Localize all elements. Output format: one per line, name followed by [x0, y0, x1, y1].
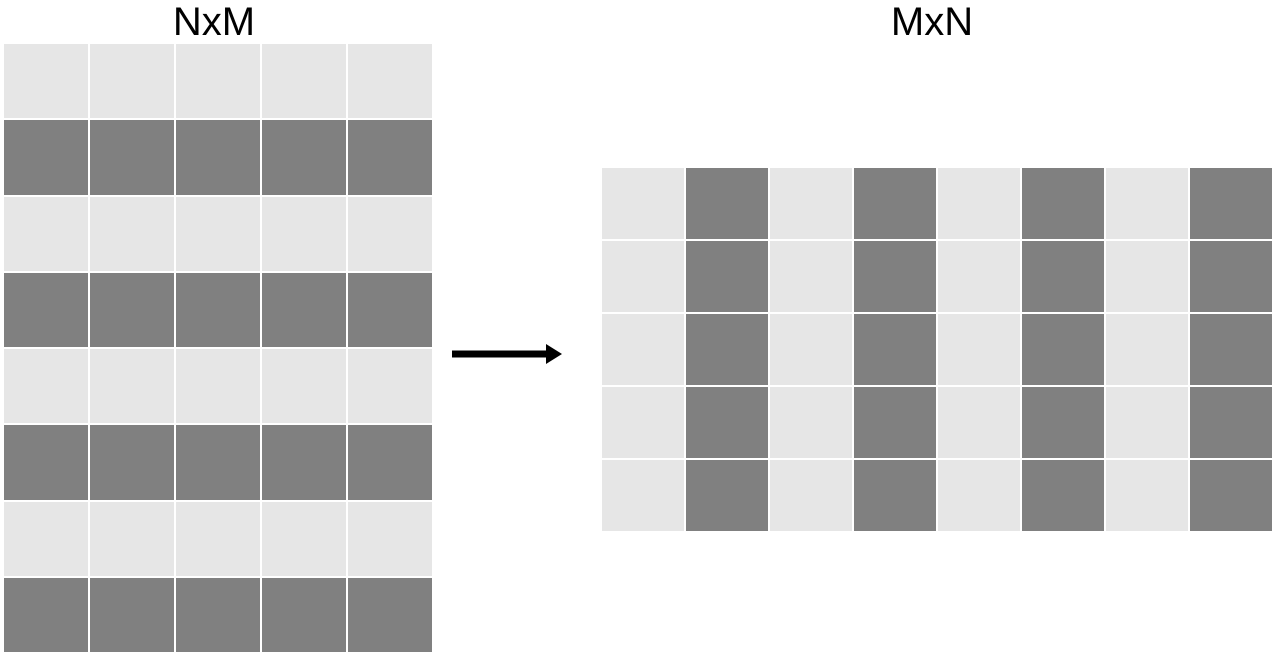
left-matrix-cell-r6-c2 [90, 425, 174, 500]
right-matrix-cell-r4-c2 [686, 387, 768, 458]
left-matrix-cell-r6-c5 [348, 425, 432, 500]
left-matrix-cell-r8-c3 [176, 577, 260, 652]
left-matrix-cell-r6-c1 [4, 425, 88, 500]
left-matrix-grid [4, 44, 432, 652]
left-matrix-cell-r2-c3 [176, 120, 260, 195]
right-matrix-cell-r5-c8 [1190, 460, 1272, 531]
left-matrix-cell-r3-c5 [348, 196, 432, 271]
right-matrix-cell-r5-c5 [938, 460, 1020, 531]
left-matrix-cell-r3-c2 [90, 196, 174, 271]
right-matrix-cell-r2-c6 [1022, 241, 1104, 312]
left-matrix-cell-r2-c4 [262, 120, 346, 195]
left-matrix-cell-r5-c3 [176, 349, 260, 424]
left-matrix-cell-r1-c5 [348, 44, 432, 119]
right-matrix-cell-r2-c5 [938, 241, 1020, 312]
right-matrix-cell-r2-c1 [602, 241, 684, 312]
left-matrix-cell-r1-c1 [4, 44, 88, 119]
left-matrix-cell-r1-c3 [176, 44, 260, 119]
right-matrix-cell-r1-c6 [1022, 168, 1104, 239]
right-matrix-cell-r2-c2 [686, 241, 768, 312]
left-matrix-cell-r6-c3 [176, 425, 260, 500]
right-matrix-cell-r3-c5 [938, 314, 1020, 385]
left-matrix-title: NxM [172, 0, 256, 44]
right-matrix-cell-r4-c1 [602, 387, 684, 458]
left-matrix-cell-r3-c3 [176, 196, 260, 271]
right-matrix-cell-r4-c3 [770, 387, 852, 458]
right-matrix-cell-r2-c8 [1190, 241, 1272, 312]
left-matrix-cell-r7-c3 [176, 501, 260, 576]
right-matrix-cell-r2-c3 [770, 241, 852, 312]
left-matrix-cell-r5-c5 [348, 349, 432, 424]
left-matrix-cell-r4-c2 [90, 272, 174, 347]
right-matrix-cell-r1-c3 [770, 168, 852, 239]
right-matrix-cell-r1-c8 [1190, 168, 1272, 239]
left-matrix-cell-r1-c4 [262, 44, 346, 119]
left-matrix-cell-r4-c4 [262, 272, 346, 347]
right-matrix-cell-r1-c2 [686, 168, 768, 239]
left-matrix-cell-r5-c1 [4, 349, 88, 424]
right-matrix-cell-r3-c7 [1106, 314, 1188, 385]
left-matrix-cell-r7-c4 [262, 501, 346, 576]
right-matrix-cell-r4-c8 [1190, 387, 1272, 458]
right-matrix-title: MxN [890, 0, 974, 44]
right-matrix-grid [602, 168, 1272, 531]
left-matrix-cell-r4-c5 [348, 272, 432, 347]
right-matrix-cell-r3-c2 [686, 314, 768, 385]
right-arrow-icon [452, 344, 562, 364]
right-matrix-cell-r3-c4 [854, 314, 936, 385]
left-matrix-cell-r8-c1 [4, 577, 88, 652]
right-matrix-cell-r5-c2 [686, 460, 768, 531]
right-matrix-cell-r1-c5 [938, 168, 1020, 239]
left-matrix-cell-r7-c5 [348, 501, 432, 576]
left-matrix-cell-r6-c4 [262, 425, 346, 500]
left-matrix-cell-r7-c1 [4, 501, 88, 576]
left-matrix-cell-r4-c3 [176, 272, 260, 347]
left-matrix-cell-r8-c2 [90, 577, 174, 652]
right-matrix-cell-r3-c8 [1190, 314, 1272, 385]
left-matrix-cell-r3-c4 [262, 196, 346, 271]
right-matrix-cell-r1-c7 [1106, 168, 1188, 239]
right-matrix-cell-r4-c5 [938, 387, 1020, 458]
right-matrix-cell-r2-c7 [1106, 241, 1188, 312]
left-matrix-cell-r5-c4 [262, 349, 346, 424]
right-matrix-cell-r3-c6 [1022, 314, 1104, 385]
left-matrix-cell-r4-c1 [4, 272, 88, 347]
left-matrix-cell-r3-c1 [4, 196, 88, 271]
right-matrix-cell-r4-c4 [854, 387, 936, 458]
right-matrix-cell-r5-c4 [854, 460, 936, 531]
right-matrix-cell-r1-c4 [854, 168, 936, 239]
right-matrix-cell-r5-c3 [770, 460, 852, 531]
right-matrix-cell-r5-c7 [1106, 460, 1188, 531]
right-matrix-cell-r5-c6 [1022, 460, 1104, 531]
left-matrix-cell-r5-c2 [90, 349, 174, 424]
right-matrix-cell-r4-c6 [1022, 387, 1104, 458]
right-matrix-cell-r1-c1 [602, 168, 684, 239]
left-matrix-cell-r2-c2 [90, 120, 174, 195]
left-matrix-cell-r8-c4 [262, 577, 346, 652]
right-matrix-cell-r3-c1 [602, 314, 684, 385]
right-matrix-cell-r4-c7 [1106, 387, 1188, 458]
right-matrix-cell-r2-c4 [854, 241, 936, 312]
right-matrix-cell-r5-c1 [602, 460, 684, 531]
left-matrix-cell-r1-c2 [90, 44, 174, 119]
right-matrix-cell-r3-c3 [770, 314, 852, 385]
left-matrix-cell-r2-c1 [4, 120, 88, 195]
left-matrix-cell-r8-c5 [348, 577, 432, 652]
left-matrix-cell-r7-c2 [90, 501, 174, 576]
left-matrix-cell-r2-c5 [348, 120, 432, 195]
